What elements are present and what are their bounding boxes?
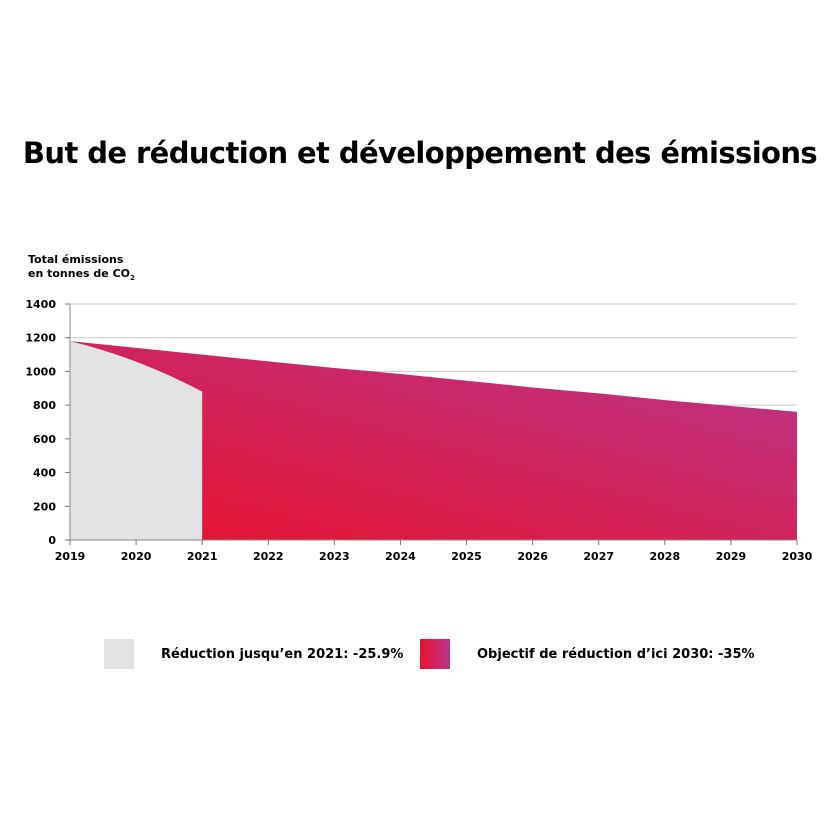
- y-tick-label-0: 0: [48, 534, 56, 547]
- y-tick-labels: 0 200 400 600 800 1000 1200 1400: [25, 298, 56, 547]
- x-tick-labels: 2019 2020 2021 2022 2023 2024 2025 2026 2027 2028…: [55, 540, 813, 563]
- y-axis-label-subscript: 2: [130, 274, 135, 283]
- area-target-2030: [70, 341, 797, 540]
- chart-title: But de réduction et développement des ém…: [22, 136, 818, 170]
- y-tick-label-600: 600: [33, 433, 56, 446]
- y-axis-label: Total émissions en tonnes de CO2: [28, 253, 135, 285]
- x-tick-label-2028: 2028: [650, 550, 681, 563]
- y-tick-label-1200: 1200: [25, 332, 56, 345]
- legend-label-reduction-2021: Réduction jusqu’en 2021: -25.9%: [161, 646, 404, 662]
- legend-label-target-2030: Objectif de réduction d’ici 2030: -35%: [477, 646, 755, 662]
- y-tick-label-200: 200: [33, 500, 56, 513]
- x-tick-label-2025: 2025: [451, 550, 482, 563]
- area-series: [70, 341, 797, 540]
- y-tick-label-800: 800: [33, 399, 56, 412]
- x-tick-label-2023: 2023: [319, 550, 350, 563]
- y-axis-label-line1: Total émissions: [28, 253, 124, 266]
- legend-swatch-grey: [104, 639, 134, 669]
- x-tick-label-2030: 2030: [782, 550, 813, 563]
- x-tick-label-2027: 2027: [583, 550, 614, 563]
- x-tick-label-2022: 2022: [253, 550, 284, 563]
- x-tick-label-2020: 2020: [121, 550, 152, 563]
- legend-item-reduction-2021: Réduction jusqu’en 2021: -25.9%: [104, 638, 403, 670]
- x-tick-label-2019: 2019: [55, 550, 86, 563]
- y-tick-label-1000: 1000: [25, 365, 56, 378]
- legend: Réduction jusqu’en 2021: -25.9% Objectif…: [0, 638, 840, 670]
- legend-swatch-gradient: [420, 639, 450, 669]
- legend-item-target-2030: Objectif de réduction d’ici 2030: -35%: [420, 638, 755, 670]
- x-tick-label-2029: 2029: [716, 550, 747, 563]
- axes: [69, 304, 797, 541]
- x-tick-label-2026: 2026: [517, 550, 548, 563]
- y-tick-label-400: 400: [33, 467, 56, 480]
- y-axis-label-line2: en tonnes de CO: [28, 267, 131, 280]
- area-reduction-2021: [70, 341, 203, 540]
- x-tick-label-2021: 2021: [187, 550, 218, 563]
- x-tick-label-2024: 2024: [385, 550, 416, 563]
- y-tick-label-1400: 1400: [25, 298, 56, 311]
